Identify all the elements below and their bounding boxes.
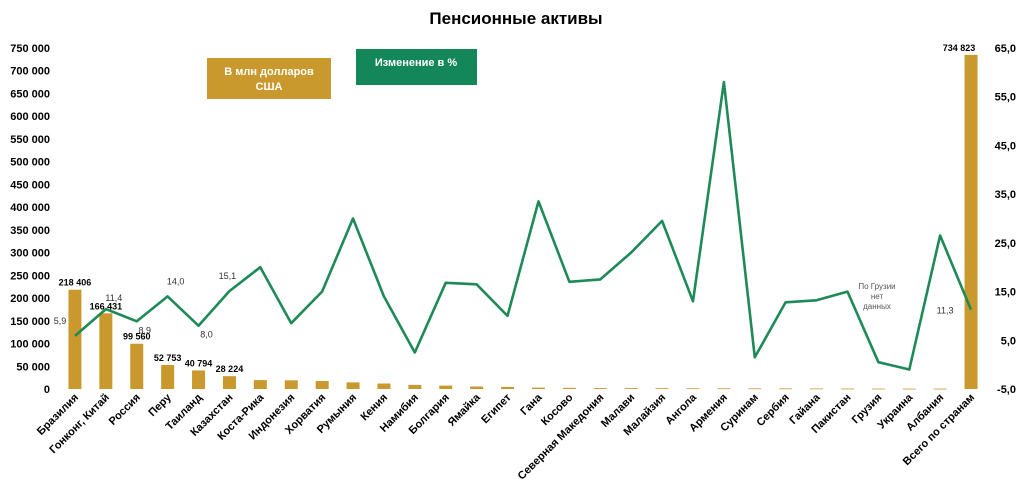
left-tick-label: 750 000 <box>10 43 50 55</box>
bar <box>902 388 916 390</box>
bar <box>686 388 700 390</box>
bar <box>655 388 669 389</box>
note-line3: данных <box>863 302 891 311</box>
left-tick-label: 500 000 <box>10 157 50 169</box>
category-label: Египет <box>479 391 514 426</box>
bar <box>717 388 731 390</box>
bar <box>346 382 360 389</box>
left-tick-label: 250 000 <box>10 270 50 282</box>
left-tick-label: 50 000 <box>16 361 50 373</box>
line-value-labels: 5,9 11,4 8,9 14,0 8,0 15,1 11,3 <box>54 271 954 340</box>
bar <box>284 380 298 389</box>
bar-value-label: 28 224 <box>216 364 244 374</box>
right-tick-label: 55,0 <box>995 92 1016 104</box>
bar <box>810 388 824 390</box>
line-value-label: 8,9 <box>138 325 151 335</box>
bar <box>377 383 391 389</box>
legend: В млн долларов США Изменение в % <box>207 49 477 99</box>
note-line2: нет <box>871 292 884 301</box>
line-value-label: 11,3 <box>937 306 954 316</box>
line-value-label: 15,1 <box>219 271 237 281</box>
line-value-label: 5,9 <box>54 316 67 326</box>
bar <box>624 388 638 389</box>
right-tick-label: 15,0 <box>995 287 1016 299</box>
category-label: Перу <box>146 391 174 419</box>
bar <box>562 387 576 389</box>
line-series <box>74 80 973 371</box>
bar <box>68 289 82 389</box>
no-data-note: По Грузии нет данных <box>858 282 895 311</box>
left-tick-label: 400 000 <box>10 202 50 214</box>
legend-line-box <box>356 49 477 85</box>
left-tick-label: 300 000 <box>10 248 50 260</box>
bar <box>531 387 545 389</box>
bar <box>161 365 175 389</box>
bar <box>192 370 206 389</box>
bar <box>840 388 854 390</box>
right-y-axis: -5,0 5,0 15,0 25,0 35,0 45,0 55,0 65,0 <box>995 43 1016 396</box>
bar <box>871 388 885 390</box>
bar <box>748 388 762 390</box>
bar <box>470 386 484 389</box>
series-line <box>74 80 973 371</box>
legend-line-label: Изменение в % <box>375 57 458 69</box>
bar <box>593 388 607 389</box>
left-tick-label: 100 000 <box>10 339 50 351</box>
legend-bar-label-line1: В млн долларов <box>224 66 314 78</box>
bar-value-label: 734 823 <box>943 43 976 53</box>
bar <box>501 386 515 389</box>
bar-value-label: 166 431 <box>90 301 123 311</box>
category-label: Сербия <box>754 392 791 429</box>
left-tick-label: 450 000 <box>10 179 50 191</box>
line-value-label: 14,0 <box>167 276 185 286</box>
left-y-axis: 0 50 000 100 000 150 000 200 000 250 000 300 0… <box>10 43 50 396</box>
note-line1: По Грузии <box>858 282 895 291</box>
bar <box>130 343 144 389</box>
bar <box>253 380 267 389</box>
left-tick-label: 350 000 <box>10 225 50 237</box>
bar <box>933 388 947 390</box>
bar-value-label: 99 560 <box>123 332 151 342</box>
bar <box>99 313 113 389</box>
left-tick-label: 650 000 <box>10 88 50 100</box>
legend-bar-label-line2: США <box>256 81 283 93</box>
bar <box>964 54 978 389</box>
bar <box>315 381 329 389</box>
legend-bar-box <box>207 58 331 99</box>
right-tick-label: -5,0 <box>997 384 1016 396</box>
bar <box>439 385 453 389</box>
right-tick-label: 35,0 <box>995 189 1016 201</box>
left-tick-label: 550 000 <box>10 134 50 146</box>
line-value-label: 11,4 <box>105 293 122 303</box>
left-tick-label: 200 000 <box>10 293 50 305</box>
bar <box>408 384 422 389</box>
right-tick-label: 65,0 <box>995 43 1016 55</box>
bar <box>222 376 236 389</box>
category-label: Ямайка <box>446 391 484 429</box>
category-label: Россия <box>107 392 143 428</box>
right-tick-label: 25,0 <box>995 238 1016 250</box>
bar-series <box>68 54 978 390</box>
line-value-label: 8,0 <box>200 330 213 340</box>
bar <box>779 388 793 390</box>
left-tick-label: 600 000 <box>10 111 50 123</box>
left-tick-label: 150 000 <box>10 316 50 328</box>
left-tick-label: 700 000 <box>10 66 50 78</box>
chart-title: Пенсионные активы <box>429 9 602 28</box>
category-label: Гана <box>518 391 545 418</box>
bar-value-label: 218 406 <box>59 278 92 288</box>
bar-value-label: 52 753 <box>154 353 182 363</box>
bar-value-label: 40 794 <box>185 358 213 368</box>
right-tick-label: 45,0 <box>995 140 1016 152</box>
left-tick-label: 0 <box>44 384 50 396</box>
right-tick-label: 5,0 <box>1001 335 1016 347</box>
